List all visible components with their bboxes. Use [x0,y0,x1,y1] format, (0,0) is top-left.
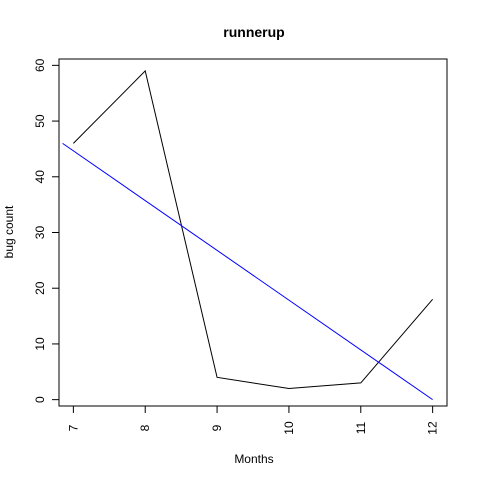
y-tick-label-20: 20 [33,281,47,295]
y-tick-label-50: 50 [33,114,47,128]
x-tick-label-10: 10 [282,421,296,435]
series-line-0 [73,69,434,390]
x-axis: 7 8 9 10 11 12 [66,405,440,435]
x-tick-label-7: 7 [66,424,80,431]
y-tick-label-30: 30 [33,226,47,240]
x-tick-label-12: 12 [426,421,440,435]
x-tick-label-8: 8 [138,424,152,431]
trend-line [62,142,433,401]
y-axis-label: bug count [2,205,16,258]
y-tick-label-60: 60 [33,58,47,72]
y-tick-label-10: 10 [33,337,47,351]
chart-title: runnerup [223,24,284,40]
trend-layer [62,142,433,401]
y-tick-label-40: 40 [33,170,47,184]
x-axis-label: Months [234,452,273,466]
x-tick-label-9: 9 [210,424,224,431]
y-axis: 0 10 20 30 40 50 60 [33,58,60,403]
series-layer [73,69,434,390]
y-tick-label-0: 0 [33,396,47,403]
x-tick-label-11: 11 [354,421,368,434]
